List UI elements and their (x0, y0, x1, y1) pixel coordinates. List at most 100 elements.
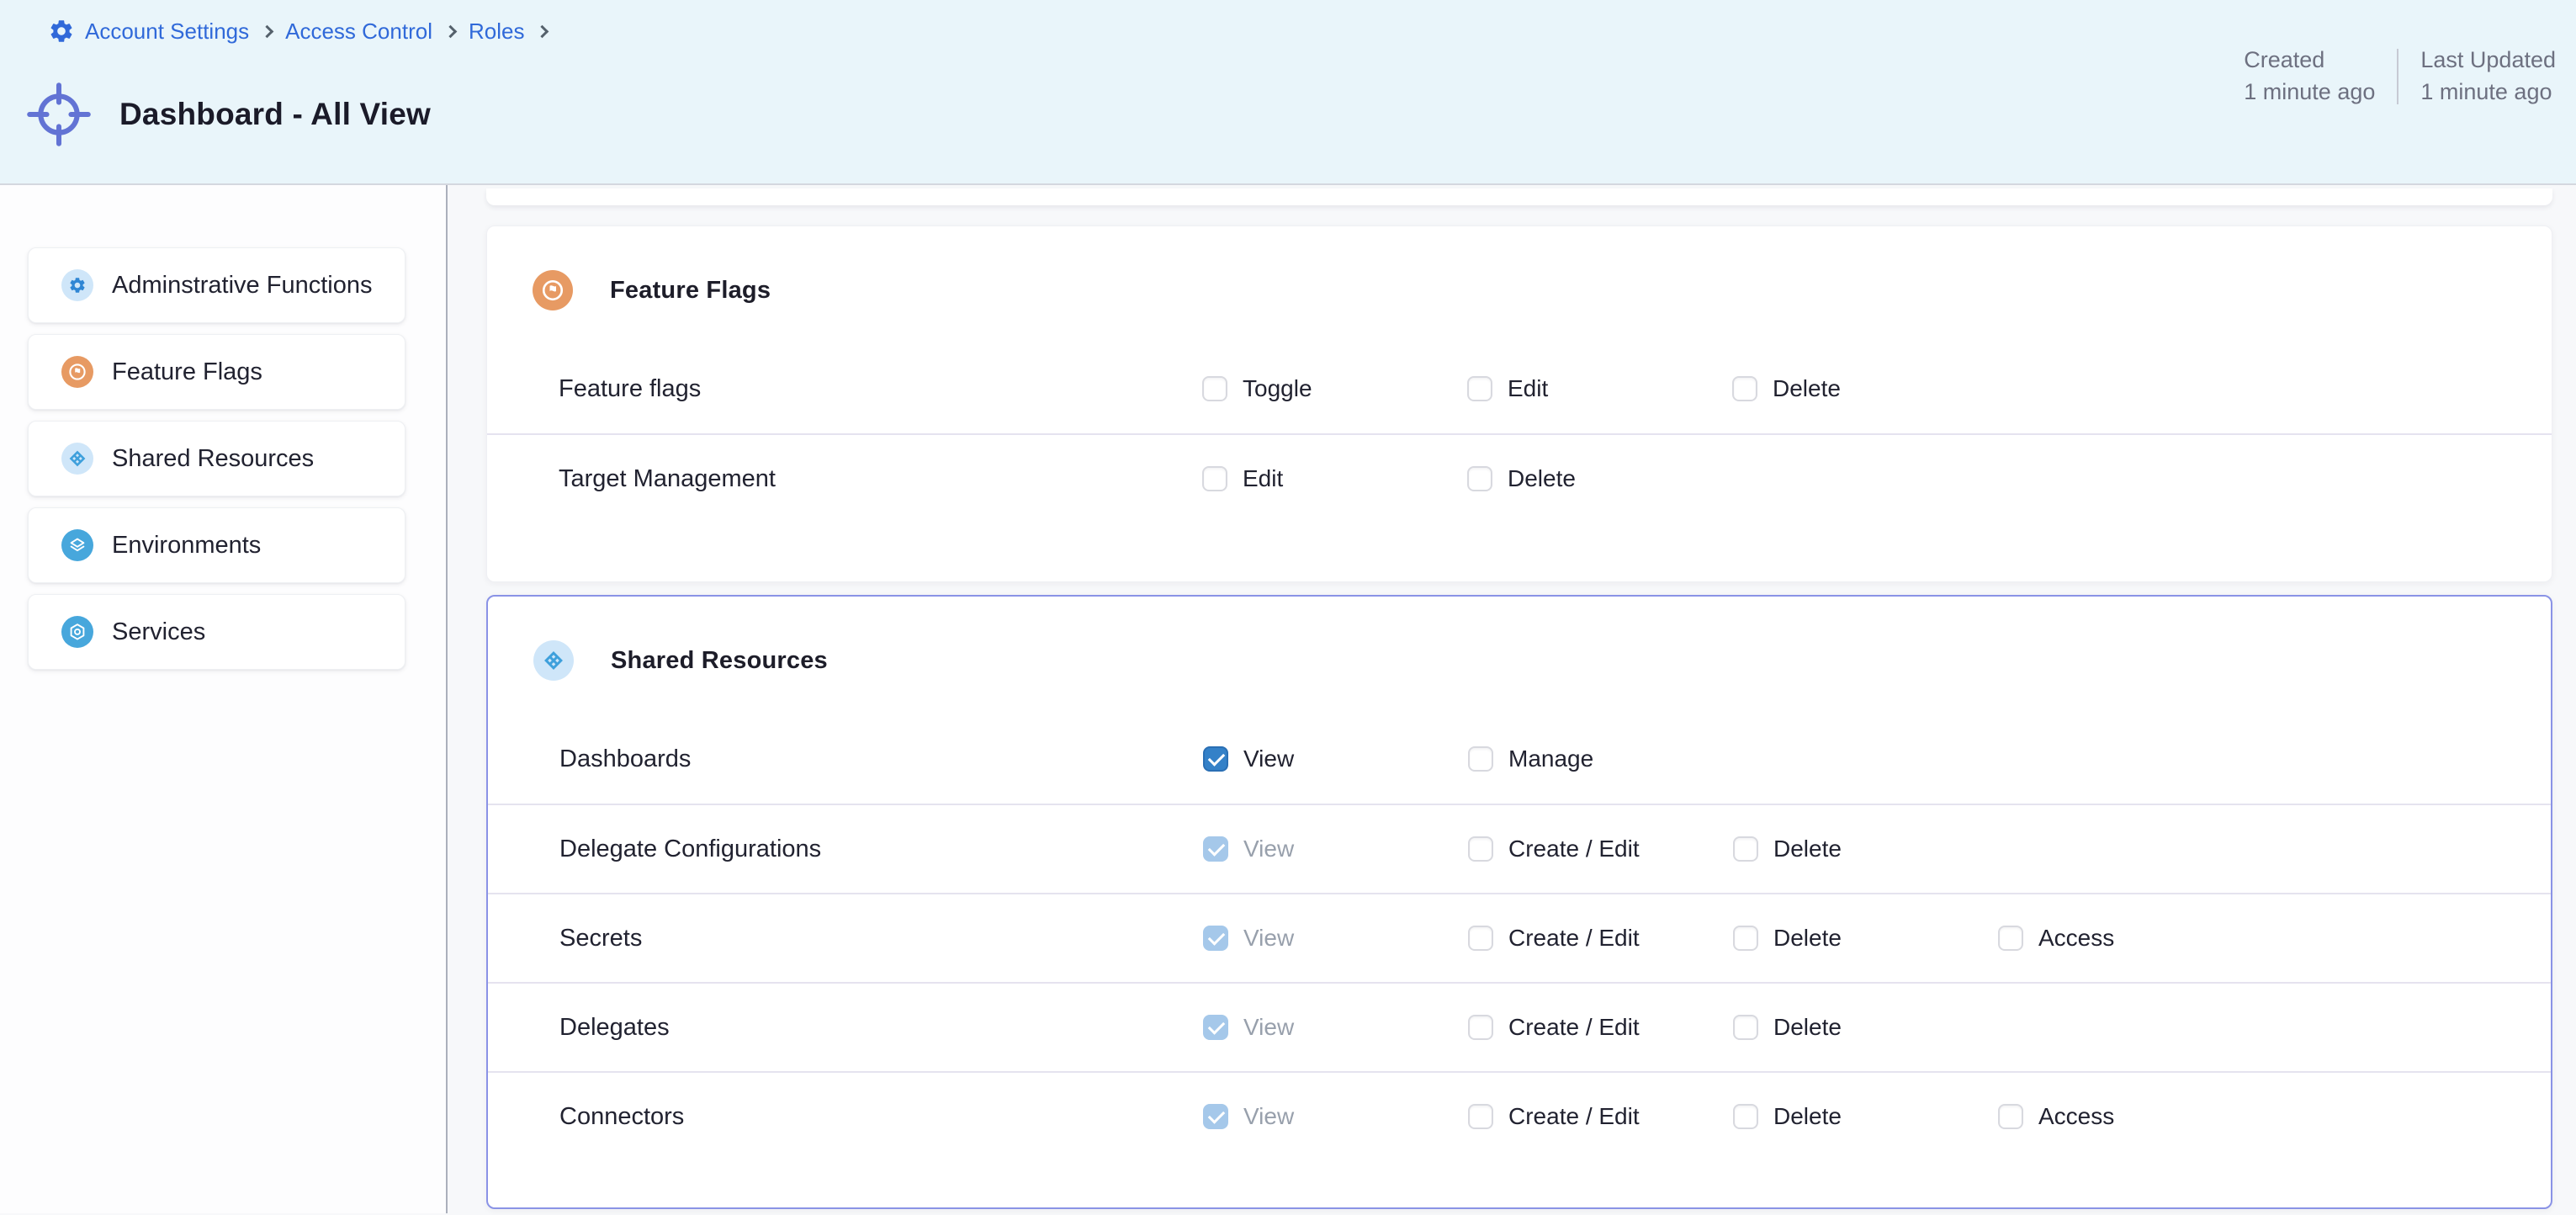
permission-label: Access (2038, 925, 2115, 951)
permission-create-edit[interactable]: Create / Edit (1468, 1014, 1733, 1041)
permission-view[interactable]: View (1203, 836, 1468, 862)
chevron-right-icon (260, 24, 274, 38)
permission-manage[interactable]: Manage (1468, 745, 1733, 772)
permission-row-delegates: Delegates View Create / Edit Delete (488, 982, 2551, 1071)
permissions-panel: Feature Flags Feature flags Toggle Edit … (448, 185, 2576, 1213)
permission-label: Create / Edit (1508, 1103, 1640, 1129)
permission-view[interactable]: View (1203, 745, 1468, 772)
checkbox[interactable] (1733, 836, 1758, 862)
resource-label: Target Management (559, 464, 776, 492)
permission-view[interactable]: View (1203, 925, 1468, 952)
permission-row-target-management: Target Management Edit Delete (487, 433, 2552, 523)
permission-delete[interactable]: Delete (1733, 836, 1998, 862)
checkbox[interactable] (1998, 1104, 2023, 1129)
checkbox[interactable] (1468, 926, 1493, 951)
section-shared-resources: Shared Resources Dashboards View Manage … (486, 595, 2552, 1209)
checkbox[interactable] (1468, 1015, 1493, 1040)
permission-row-delegate-configurations: Delegate Configurations View Create / Ed… (488, 804, 2551, 893)
permission-create-edit[interactable]: Create / Edit (1468, 836, 1733, 862)
checkbox[interactable] (1733, 926, 1758, 951)
checkbox[interactable] (1732, 376, 1757, 401)
checkbox[interactable] (1202, 466, 1227, 491)
checkbox[interactable] (1467, 376, 1492, 401)
services-icon (61, 616, 93, 648)
section-header: Shared Resources (488, 597, 2551, 714)
meta-divider (2397, 49, 2399, 104)
permission-label: Edit (1508, 375, 1549, 401)
checkbox[interactable] (1203, 926, 1228, 951)
permission-groups-sidebar: Adminstrative Functions Feature Flags Sh… (0, 185, 448, 1213)
resource-label: Delegates (559, 1013, 670, 1041)
permission-delete[interactable]: Delete (1733, 925, 1998, 952)
permission-label: View (1243, 1103, 1295, 1129)
section-header: Feature Flags (487, 226, 2552, 344)
permission-delete[interactable]: Delete (1733, 1014, 1998, 1041)
checkbox[interactable] (1468, 836, 1493, 862)
permission-toggle[interactable]: Toggle (1202, 375, 1467, 402)
sidebar-item-label: Shared Resources (112, 444, 315, 472)
permission-label: Delete (1773, 836, 1842, 862)
sidebar-item-label: Environments (112, 531, 262, 559)
page-header: Account Settings Access Control Roles Da… (0, 0, 2576, 185)
checkbox[interactable] (1467, 466, 1492, 491)
resource-label: Delegate Configurations (559, 835, 822, 862)
permission-view[interactable]: View (1203, 1103, 1468, 1130)
permission-edit[interactable]: Edit (1202, 465, 1467, 492)
checkbox[interactable] (1998, 926, 2023, 951)
sidebar-item-shared-resources[interactable]: Shared Resources (28, 421, 405, 496)
previous-section-card-edge (486, 188, 2552, 205)
permission-delete[interactable]: Delete (1732, 375, 1997, 402)
permission-delete[interactable]: Delete (1733, 1103, 1998, 1130)
role-crosshair-icon (22, 77, 96, 151)
permission-label: Create / Edit (1508, 836, 1640, 862)
checkbox[interactable] (1203, 1015, 1228, 1040)
permission-edit[interactable]: Edit (1467, 375, 1732, 402)
permission-view[interactable]: View (1203, 1014, 1468, 1041)
checkbox[interactable] (1733, 1015, 1758, 1040)
environments-icon (61, 529, 93, 561)
last-updated-label: Last Updated (2420, 47, 2556, 72)
checkbox[interactable] (1733, 1104, 1758, 1129)
resource-label: Dashboards (559, 745, 692, 772)
sidebar-item-services[interactable]: Services (28, 594, 405, 670)
permission-label: Delete (1773, 1103, 1842, 1129)
sidebar-item-feature-flags[interactable]: Feature Flags (28, 334, 405, 410)
checkbox[interactable] (1468, 746, 1493, 772)
shared-resources-icon (533, 640, 574, 681)
permission-create-edit[interactable]: Create / Edit (1468, 925, 1733, 952)
checkbox[interactable] (1468, 1104, 1493, 1129)
breadcrumb-access-control[interactable]: Access Control (285, 19, 432, 44)
page-title: Dashboard - All View (119, 97, 431, 131)
created-block: Created 1 minute ago (2244, 44, 2375, 108)
permission-access[interactable]: Access (1998, 925, 2551, 952)
permission-label: Edit (1243, 465, 1284, 491)
permission-label: Delete (1773, 1014, 1842, 1040)
checkbox[interactable] (1203, 746, 1228, 772)
gear-icon (61, 269, 93, 301)
permission-create-edit[interactable]: Create / Edit (1468, 1103, 1733, 1130)
permission-label: View (1243, 745, 1295, 772)
permission-label: Create / Edit (1508, 1014, 1640, 1040)
sidebar-item-label: Adminstrative Functions (112, 271, 373, 299)
resource-label: Feature flags (559, 374, 702, 402)
resource-label: Connectors (559, 1102, 685, 1130)
permission-delete[interactable]: Delete (1467, 465, 1732, 492)
breadcrumb-account-settings[interactable]: Account Settings (85, 19, 250, 44)
last-updated-value: 1 minute ago (2420, 79, 2552, 104)
permission-label: Delete (1773, 925, 1842, 951)
settings-gear-icon[interactable] (48, 18, 75, 45)
breadcrumb-roles[interactable]: Roles (468, 19, 525, 44)
sidebar-item-environments[interactable]: Environments (28, 507, 405, 583)
sidebar-item-administrative-functions[interactable]: Adminstrative Functions (28, 247, 405, 323)
permission-label: Delete (1508, 465, 1576, 491)
checkbox[interactable] (1202, 376, 1227, 401)
created-updated-meta: Created 1 minute ago Last Updated 1 minu… (2244, 44, 2556, 108)
checkbox[interactable] (1203, 836, 1228, 862)
permission-label: View (1243, 1014, 1295, 1040)
permission-label: Toggle (1243, 375, 1312, 401)
breadcrumb: Account Settings Access Control Roles (48, 15, 560, 47)
created-label: Created (2244, 47, 2325, 72)
permission-access[interactable]: Access (1998, 1103, 2551, 1130)
checkbox[interactable] (1203, 1104, 1228, 1129)
